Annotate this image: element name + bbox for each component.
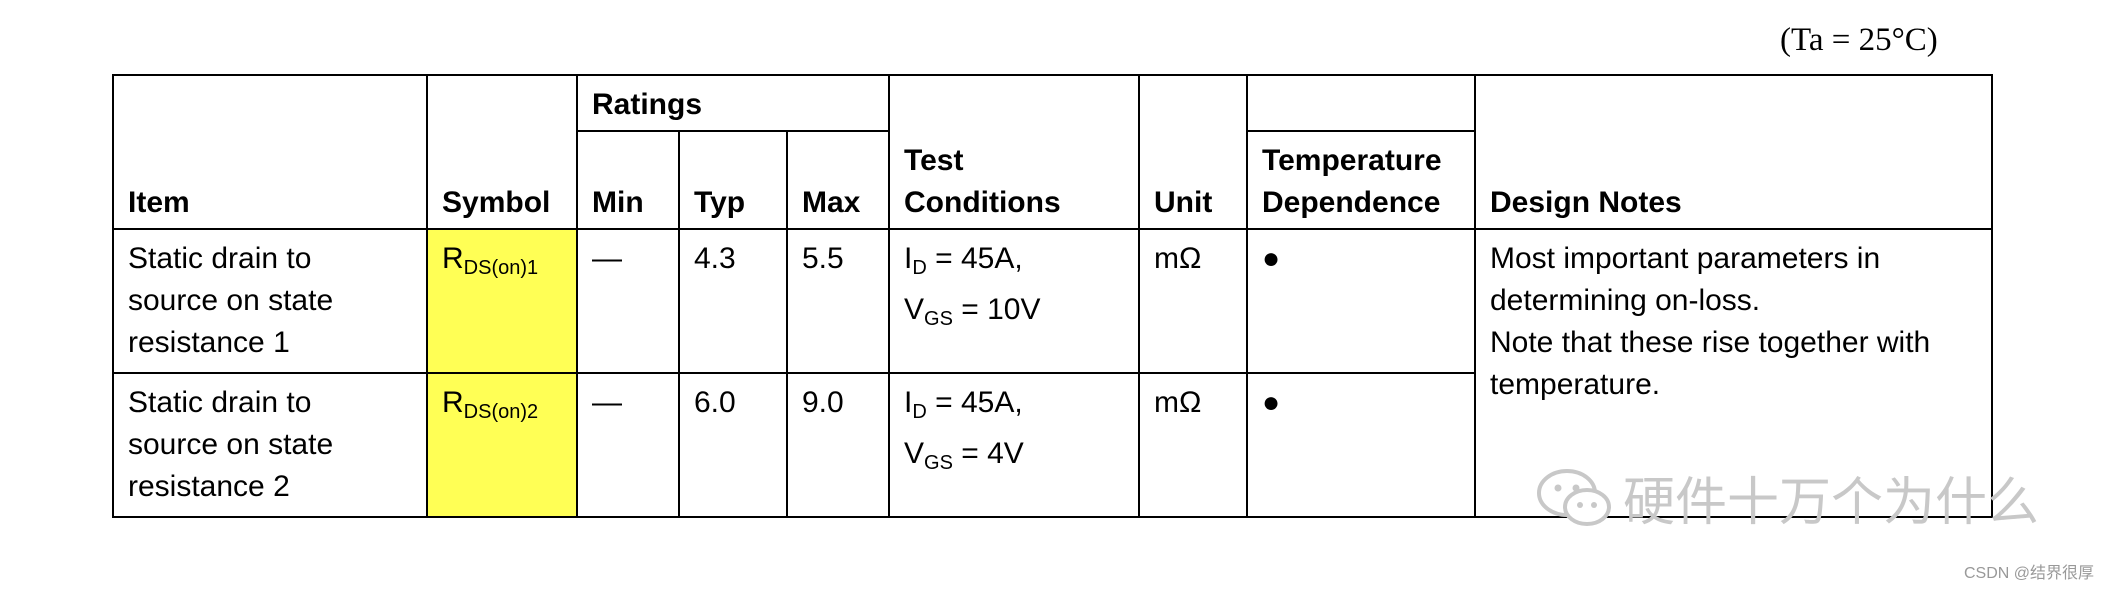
wechat-icon xyxy=(1537,468,1611,526)
header-row-top: Item Symbol Ratings Test Conditions Unit… xyxy=(112,74,1993,230)
header-ratings: Ratings xyxy=(576,74,890,132)
header-max: Max xyxy=(786,130,890,230)
watermark: 硬件十万个为什么 xyxy=(1535,460,2039,535)
min-cell: — xyxy=(576,372,680,518)
header-row-bottom: Min Typ Max Temperature Dependence xyxy=(113,130,1992,230)
max-cell: 9.0 xyxy=(786,372,890,518)
typ-cell: 4.3 xyxy=(678,228,788,374)
symbol-cell: RDS(on)2 xyxy=(426,372,578,518)
csdn-credit: CSDN @结界很厚 xyxy=(1963,565,2094,582)
item-cell: Static drain to source on state resistan… xyxy=(112,228,428,374)
test-conditions-cell: ID = 45A, VGS = 4V xyxy=(888,372,1140,518)
header-test-conditions: Test Conditions xyxy=(888,74,1140,230)
watermark-text: 硬件十万个为什么 xyxy=(1623,474,2040,532)
header-unit: Unit xyxy=(1138,74,1248,230)
header-min: Min xyxy=(576,130,680,230)
unit-cell: mΩ xyxy=(1138,372,1248,518)
header-temperature-dependence: Temperature Dependence xyxy=(1246,130,1476,230)
symbol-cell: RDS(on)1 xyxy=(426,228,578,374)
header-temp-spacer xyxy=(1246,74,1476,132)
item-cell: Static drain to source on state resistan… xyxy=(112,372,428,518)
max-cell: 5.5 xyxy=(786,228,890,374)
spec-table: Item Symbol Ratings Test Conditions Unit… xyxy=(112,74,1993,518)
table-row: Static drain to source on state resistan… xyxy=(112,228,1993,518)
min-cell: — xyxy=(576,228,680,374)
header-item: Item xyxy=(112,74,428,230)
table-row: Static drain to source on state resistan… xyxy=(112,372,1992,518)
typ-cell: 6.0 xyxy=(678,372,788,518)
header-design-notes: Design Notes xyxy=(1474,74,1993,230)
condition-note: (Ta = 25°C) xyxy=(1780,22,1938,58)
temperature-dependence-dot: ● xyxy=(1246,228,1476,374)
temperature-dependence-dot: ● xyxy=(1246,372,1476,518)
unit-cell: mΩ xyxy=(1138,228,1248,374)
header-symbol: Symbol xyxy=(426,74,578,230)
test-conditions-cell: ID = 45A, VGS = 10V xyxy=(888,228,1140,374)
header-typ: Typ xyxy=(678,130,788,230)
